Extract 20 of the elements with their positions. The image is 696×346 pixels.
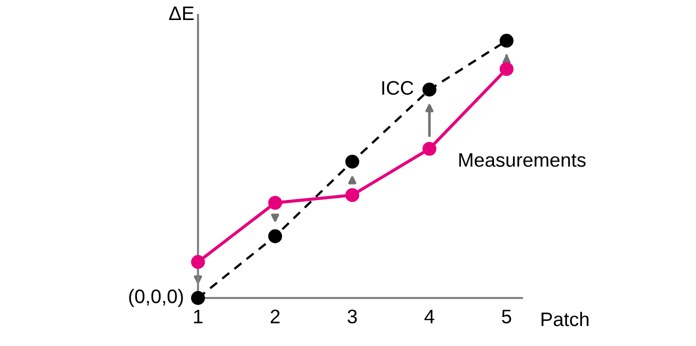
point bbox=[268, 196, 282, 210]
x-tick-label: 2 bbox=[270, 310, 280, 324]
x-tick-label: 1 bbox=[194, 310, 202, 324]
point bbox=[500, 62, 514, 76]
point bbox=[500, 34, 514, 48]
point bbox=[191, 291, 205, 305]
text: (0,0,0) bbox=[129, 288, 183, 308]
x-axis-title: Patch bbox=[542, 312, 588, 326]
x-tick-label: 5 bbox=[502, 310, 512, 324]
series-label: ICC bbox=[382, 81, 414, 95]
point bbox=[268, 229, 282, 244]
series-label: Measurements bbox=[459, 153, 586, 167]
point bbox=[345, 154, 360, 169]
point bbox=[191, 255, 205, 269]
point bbox=[422, 82, 436, 97]
x-tick-label: 4 bbox=[424, 310, 434, 324]
y-axis-title: ΔE bbox=[169, 6, 194, 20]
point bbox=[422, 142, 436, 156]
point bbox=[345, 188, 360, 202]
x-tick-label: 3 bbox=[348, 310, 357, 324]
